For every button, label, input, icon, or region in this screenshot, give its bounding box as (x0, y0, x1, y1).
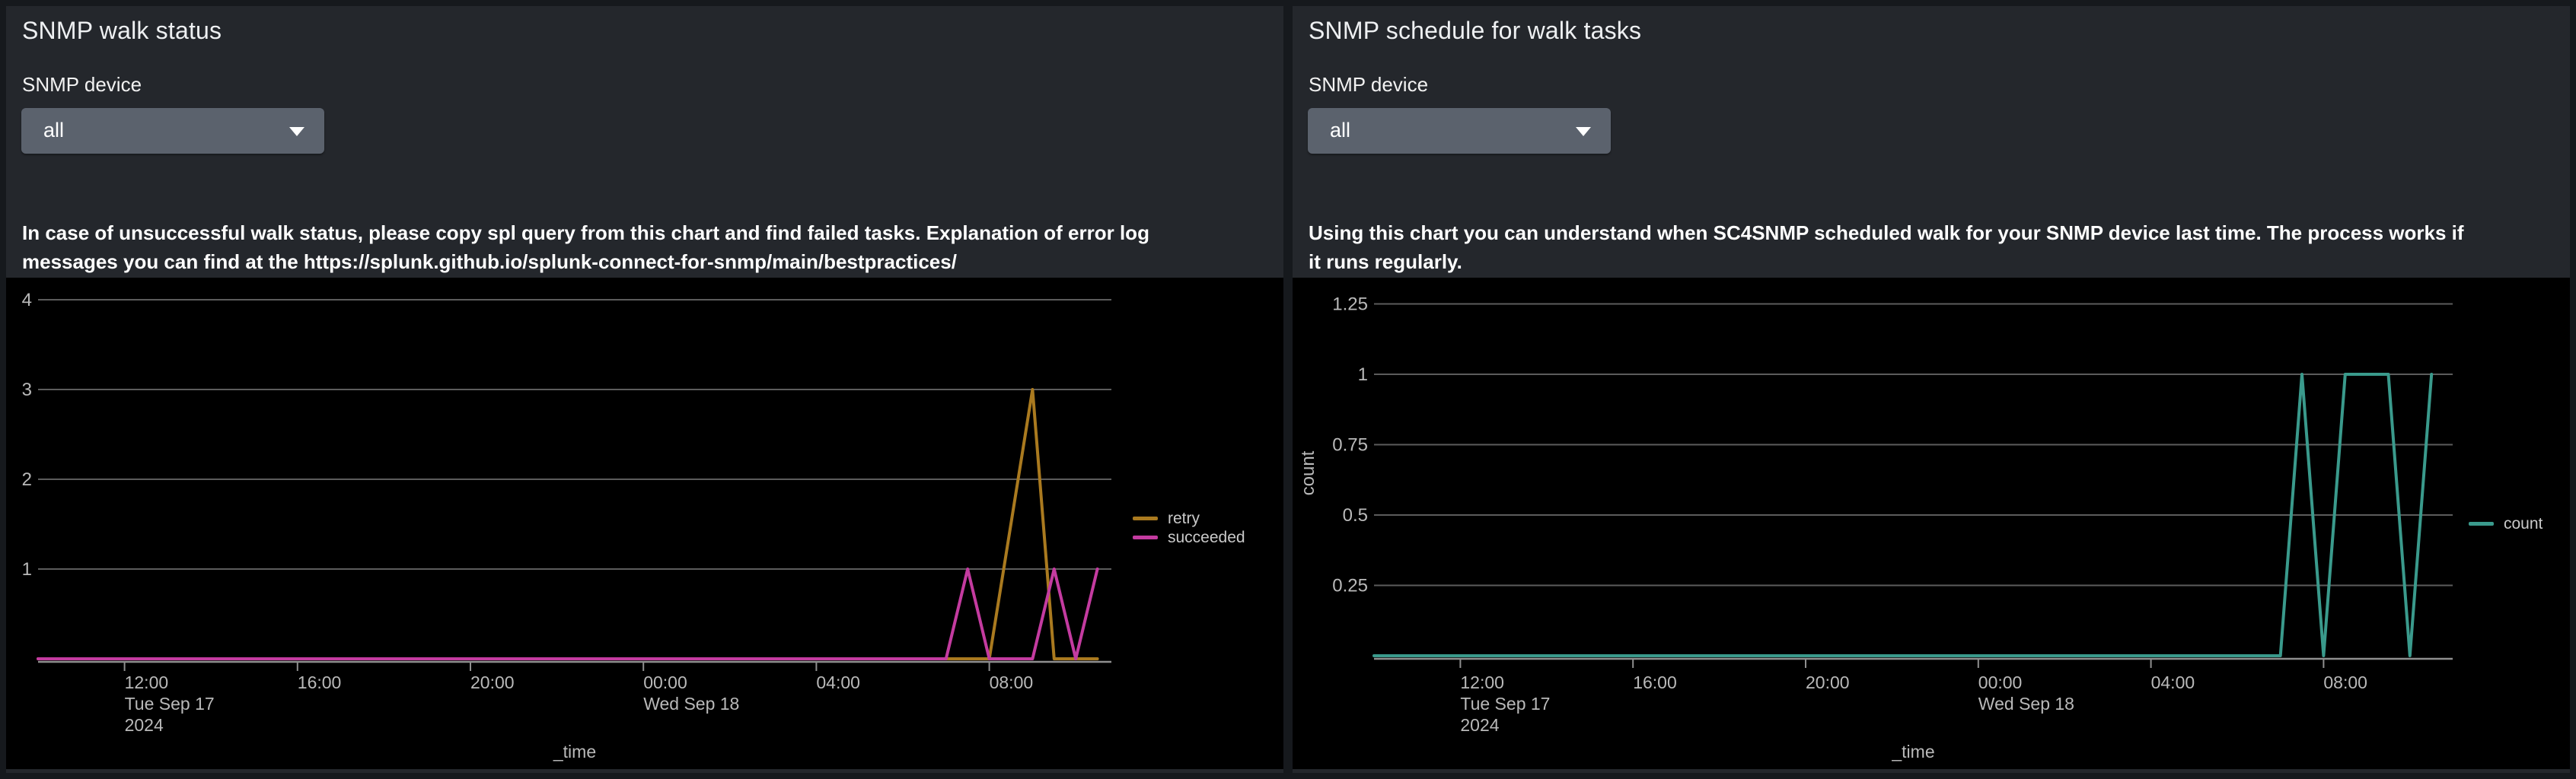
line-chart-svg: 0.25 0.5 0.75 1 1.25 12:00Tue Sep 172024 16:00… (1293, 278, 2570, 769)
x-axis-title: _time (1891, 742, 1934, 762)
x-tick-label: 20:00 (1806, 672, 1850, 692)
panel-title: SNMP walk status (22, 17, 222, 45)
legend-swatch (2469, 522, 2494, 526)
y-axis-title: count (1298, 450, 1318, 495)
chart-snmp-schedule: 0.25 0.5 0.75 1 1.25 12:00Tue Sep 172024 16:00… (1293, 278, 2570, 769)
dropdown-selected-value: all (43, 119, 64, 142)
x-date-label: Wed Sep 18 (643, 694, 739, 714)
chart-legend: retrysucceeded (1133, 509, 1245, 547)
x-date-label: 2024 (1460, 715, 1499, 735)
chevron-down-icon (289, 127, 304, 136)
x-tick-label: 04:00 (816, 672, 860, 692)
x-tick-label: 20:00 (470, 672, 515, 692)
x-tick-label: 16:00 (1633, 672, 1677, 692)
chart-legend: count (2469, 514, 2543, 533)
legend-item-count[interactable]: count (2469, 514, 2543, 533)
panel-description: In case of unsuccessful walk status, ple… (22, 218, 1263, 276)
panel-description: Using this chart you can understand when… (1309, 218, 2549, 276)
snmp-device-dropdown[interactable]: all (1308, 108, 1611, 154)
chart-snmp-walk-status: 1 2 3 4 12:00Tue Sep 172024 16:00 20:00 00:00We… (6, 278, 1283, 769)
legend-label: retry (1168, 510, 1200, 528)
x-tick-label: 08:00 (2323, 672, 2367, 692)
x-date-label: Tue Sep 17 (125, 694, 215, 714)
panel-snmp-walk-status: SNMP walk status SNMP device all In case… (6, 6, 1283, 773)
x-tick-label: 12:00 (1460, 672, 1504, 692)
y-tick-label: 1.25 (1332, 294, 1368, 315)
legend-label: succeeded (1168, 529, 1245, 547)
y-tick-label: 0.25 (1332, 576, 1368, 596)
legend-swatch (1133, 536, 1158, 539)
x-date-label: Wed Sep 18 (1978, 694, 2074, 714)
y-tick-label: 4 (22, 290, 32, 310)
legend-label: count (2504, 515, 2543, 533)
x-tick-label: 00:00 (1978, 672, 2023, 692)
series-line-succeeded[interactable] (38, 569, 1098, 659)
x-date-label: Tue Sep 17 (1460, 694, 1550, 714)
y-tick-label: 1 (1358, 364, 1368, 385)
x-tick-label: 00:00 (643, 672, 687, 692)
y-tick-label: 3 (22, 380, 32, 400)
panel-title: SNMP schedule for walk tasks (1309, 17, 1641, 45)
series-line-retry[interactable] (38, 390, 1098, 659)
snmp-device-dropdown[interactable]: all (21, 108, 324, 154)
x-axis-title: _time (553, 742, 596, 762)
y-tick-label: 0.5 (1343, 505, 1368, 526)
x-date-label: 2024 (125, 715, 164, 735)
x-tick-label: 12:00 (125, 672, 169, 692)
y-tick-label: 2 (22, 469, 32, 490)
legend-item-succeeded[interactable]: succeeded (1133, 528, 1245, 547)
line-chart-svg: 1 2 3 4 12:00Tue Sep 172024 16:00 20:00 00:00We… (6, 278, 1283, 769)
y-tick-label: 1 (22, 559, 32, 580)
x-tick-label: 16:00 (298, 672, 342, 692)
chevron-down-icon (1576, 127, 1591, 136)
legend-swatch (1133, 517, 1158, 520)
legend-item-retry[interactable]: retry (1133, 509, 1245, 528)
y-tick-label: 0.75 (1332, 435, 1368, 456)
snmp-device-label: SNMP device (1309, 73, 1428, 97)
x-tick-label: 04:00 (2151, 672, 2195, 692)
snmp-device-label: SNMP device (22, 73, 142, 97)
dropdown-selected-value: all (1330, 119, 1350, 142)
panel-snmp-schedule-walk-tasks: SNMP schedule for walk tasks SNMP device… (1293, 6, 2570, 773)
x-tick-label: 08:00 (990, 672, 1034, 692)
